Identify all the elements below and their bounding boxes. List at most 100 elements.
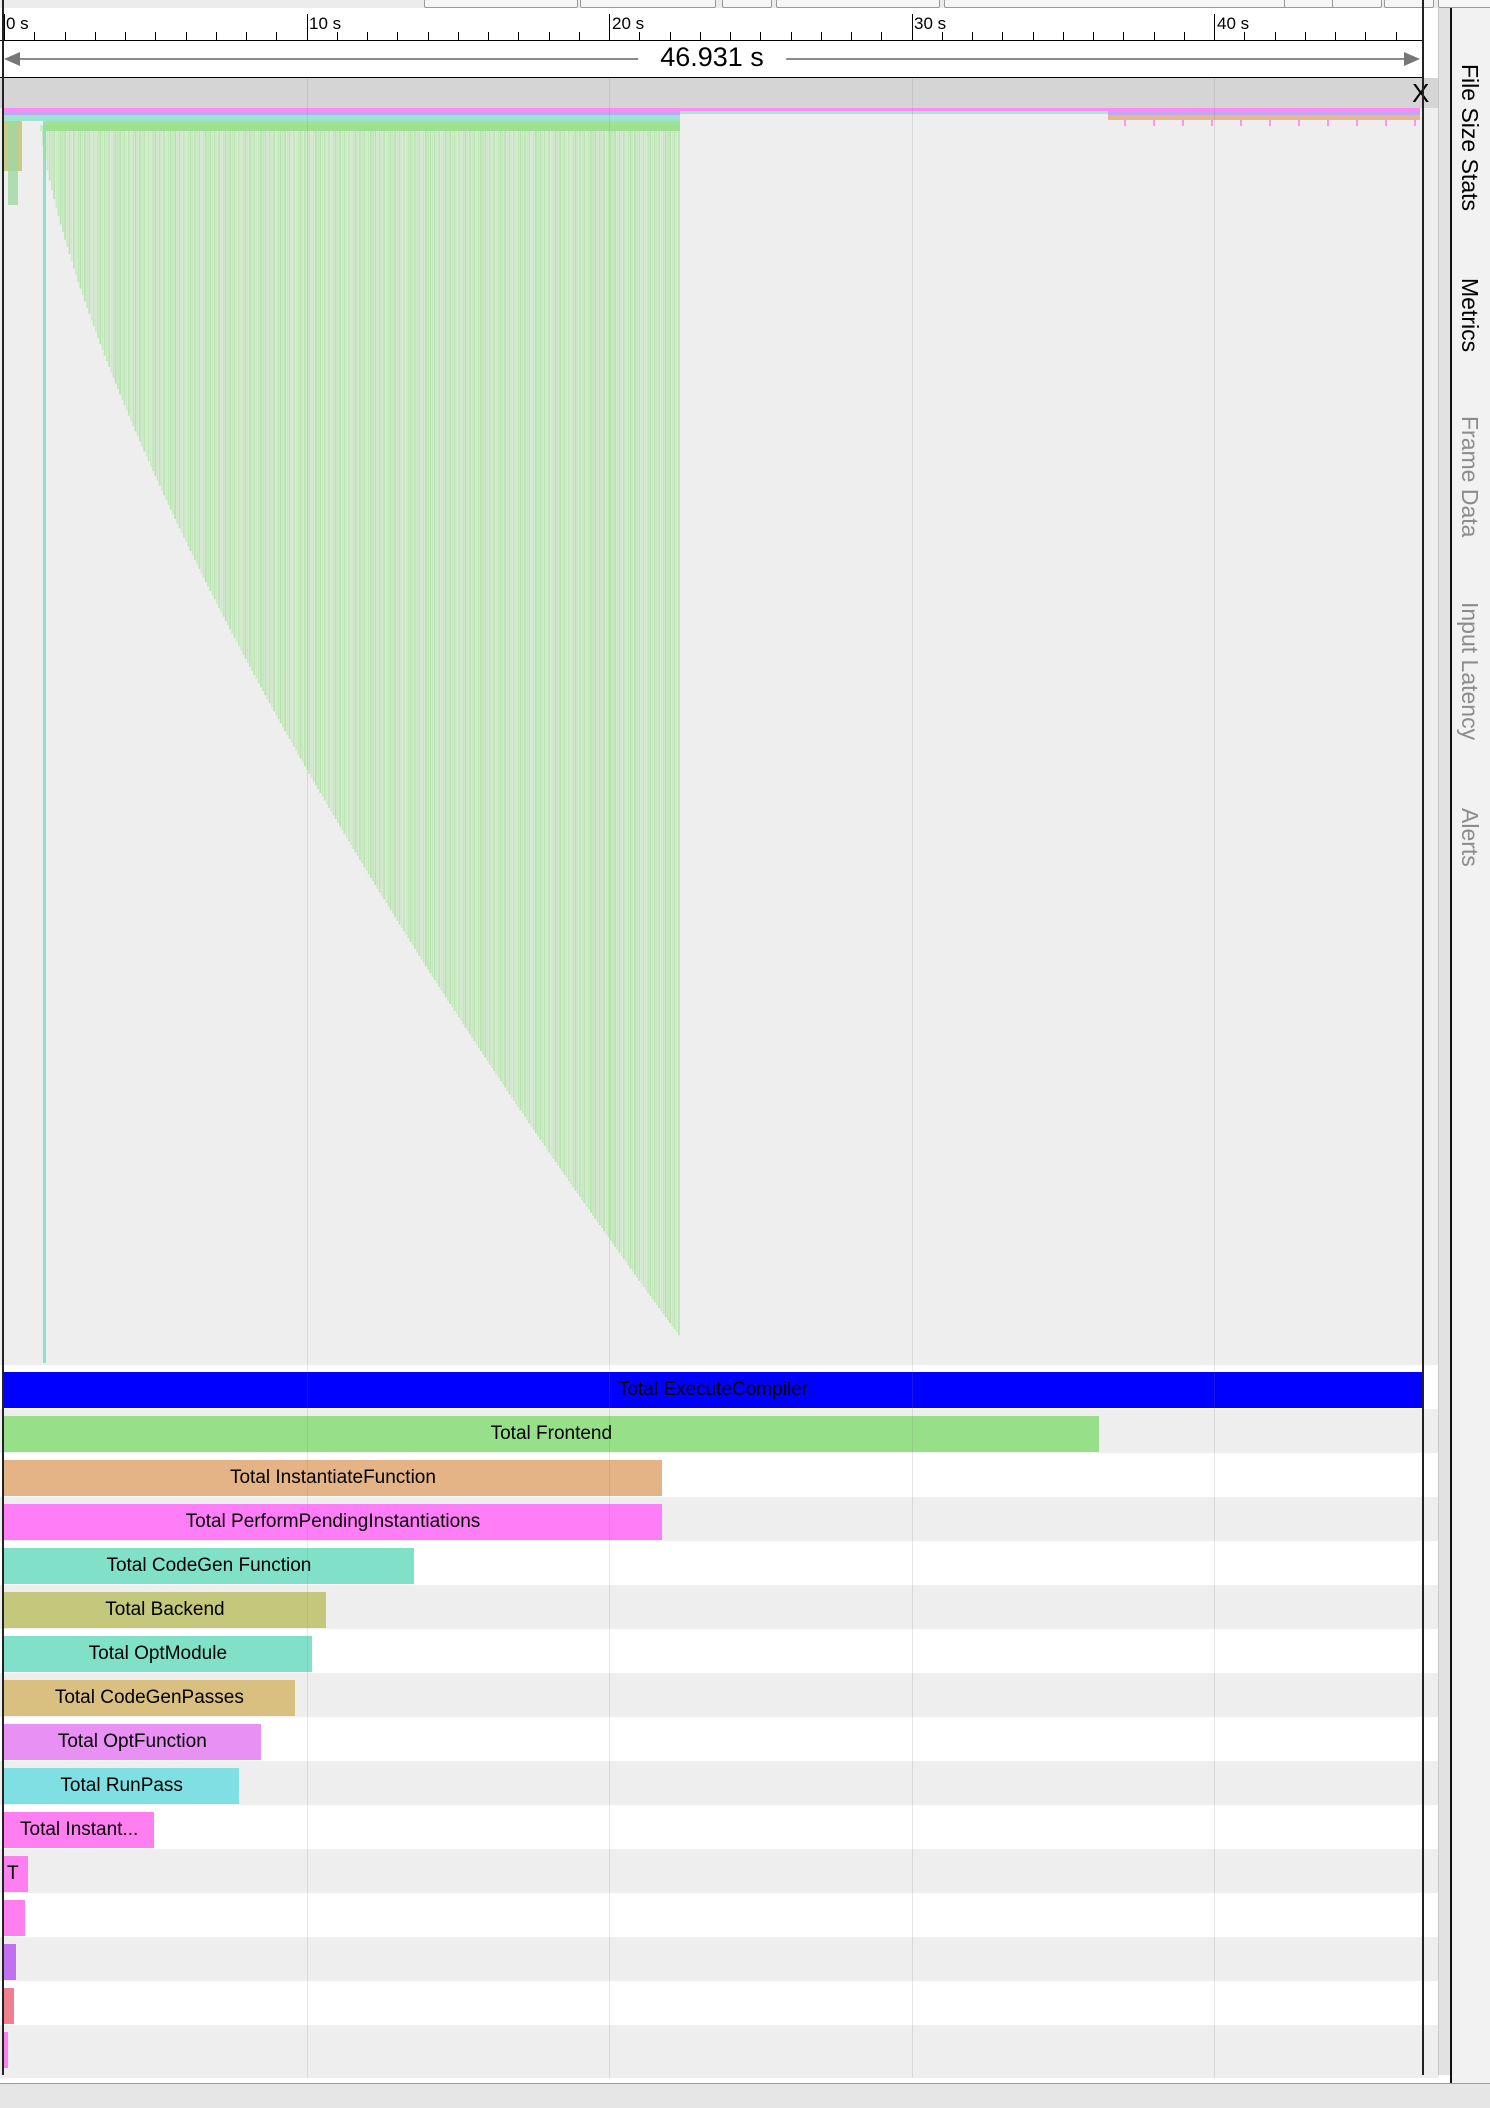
trace-event[interactable]	[493, 125, 495, 1072]
close-track-button[interactable]: X	[1412, 78, 1430, 108]
trace-event[interactable]	[209, 125, 212, 591]
trace-event[interactable]	[376, 125, 379, 889]
summary-row[interactable]: Total Backend	[0, 1585, 1438, 1629]
trace-event[interactable]	[249, 125, 251, 667]
trace-event[interactable]	[526, 125, 528, 1121]
trace-event[interactable]	[332, 125, 335, 816]
trace-event[interactable]	[539, 125, 542, 1140]
trace-event[interactable]	[161, 125, 163, 491]
trace-event[interactable]	[51, 125, 53, 191]
trace-event[interactable]	[286, 125, 289, 736]
trace-event[interactable]	[414, 125, 416, 949]
trace-event[interactable]	[398, 125, 401, 925]
toolbar-button[interactable]	[1332, 0, 1382, 8]
trace-event[interactable]	[284, 125, 286, 732]
trace-event[interactable]	[222, 125, 225, 617]
trace-event[interactable]	[506, 125, 509, 1091]
trace-event[interactable]	[317, 125, 319, 790]
trace-tick[interactable]	[1298, 120, 1300, 126]
trace-event[interactable]	[504, 125, 506, 1088]
toolbar-button[interactable]	[1438, 0, 1490, 8]
trace-event[interactable]	[649, 125, 652, 1296]
trace-event[interactable]	[277, 125, 280, 720]
trace-event[interactable]	[541, 125, 544, 1143]
trace-event[interactable]	[554, 125, 557, 1163]
trace-event[interactable]	[235, 125, 238, 643]
trace-event[interactable]	[172, 125, 174, 515]
trace-event[interactable]	[312, 125, 315, 782]
trace-event[interactable]	[673, 125, 676, 1330]
trace-event[interactable]	[510, 125, 513, 1098]
trace-event[interactable]	[530, 125, 533, 1127]
summary-row[interactable]	[0, 1981, 1438, 2025]
trace-event[interactable]	[480, 125, 482, 1052]
trace-event[interactable]	[220, 125, 223, 613]
trace-event[interactable]	[667, 125, 669, 1321]
trace-event[interactable]	[330, 125, 333, 812]
trace-event[interactable]	[363, 125, 366, 868]
trace-event[interactable]	[585, 125, 588, 1207]
trace-event[interactable]	[570, 125, 572, 1185]
trace-event[interactable]	[521, 125, 524, 1114]
trace-row-top[interactable]	[680, 111, 1108, 114]
trace-event[interactable]	[647, 125, 649, 1293]
trace-event[interactable]	[469, 125, 471, 1035]
trace-event[interactable]	[392, 125, 394, 914]
tab-alerts[interactable]: Alerts	[1457, 808, 1483, 867]
summary-row[interactable]: Total Instant...	[0, 1805, 1438, 1849]
toolbar-button[interactable]	[424, 0, 578, 8]
trace-event[interactable]	[546, 125, 548, 1150]
trace-event[interactable]	[537, 125, 539, 1137]
trace-event[interactable]	[268, 125, 271, 704]
summary-bar[interactable]: Total OptModule	[4, 1636, 312, 1672]
trace-event[interactable]	[103, 125, 106, 356]
trace-event[interactable]	[253, 125, 256, 676]
flame-graph[interactable]	[0, 78, 1424, 1368]
summary-row[interactable]: Total Frontend	[0, 1409, 1438, 1453]
trace-event[interactable]	[301, 125, 304, 763]
trace-event[interactable]	[361, 125, 363, 864]
trace-event[interactable]	[156, 125, 159, 481]
trace-event[interactable]	[482, 125, 484, 1055]
trace-event[interactable]	[576, 125, 579, 1194]
summary-row[interactable]: Total InstantiateFunction	[0, 1453, 1438, 1497]
summary-bar[interactable]: Total Backend	[4, 1592, 326, 1628]
trace-event[interactable]	[374, 125, 377, 886]
summary-row[interactable]	[0, 2025, 1438, 2069]
trace-long-column[interactable]	[43, 121, 46, 1363]
trace-event[interactable]	[436, 125, 438, 984]
trace-event[interactable]	[101, 125, 104, 350]
summary-bar[interactable]: T	[4, 1856, 29, 1892]
trace-row-top[interactable]	[1108, 111, 1420, 115]
trace-event[interactable]	[196, 125, 198, 565]
toolbar-button[interactable]	[722, 0, 772, 8]
trace-event[interactable]	[664, 125, 667, 1318]
trace-event[interactable]	[304, 125, 306, 767]
trace-event[interactable]	[180, 125, 183, 533]
summary-row[interactable]: Total OptModule	[0, 1629, 1438, 1673]
trace-tick[interactable]	[1414, 120, 1416, 126]
summary-row[interactable]	[0, 1937, 1438, 1981]
trace-event[interactable]	[112, 125, 115, 379]
trace-event[interactable]	[288, 125, 291, 740]
summary-bar[interactable]: Total CodeGenPasses	[4, 1680, 295, 1716]
trace-event[interactable]	[77, 125, 80, 282]
trace-event[interactable]	[557, 125, 559, 1166]
trace-event[interactable]	[579, 125, 581, 1197]
trace-event[interactable]	[187, 125, 190, 547]
summary-row[interactable]: T	[0, 1849, 1438, 1893]
trace-event[interactable]	[297, 125, 300, 755]
trace-event[interactable]	[486, 125, 489, 1062]
trace-event[interactable]	[59, 125, 62, 225]
trace-row-top[interactable]	[4, 115, 680, 121]
trace-event[interactable]	[662, 125, 665, 1315]
trace-event[interactable]	[343, 125, 346, 835]
trace-event[interactable]	[612, 125, 614, 1244]
summary-bar[interactable]	[4, 1988, 15, 2024]
trace-event[interactable]	[499, 125, 502, 1082]
trace-event[interactable]	[260, 125, 262, 688]
trace-event[interactable]	[590, 125, 592, 1213]
trace-event[interactable]	[442, 125, 445, 994]
trace-event[interactable]	[262, 125, 264, 692]
trace-event[interactable]	[64, 125, 66, 240]
